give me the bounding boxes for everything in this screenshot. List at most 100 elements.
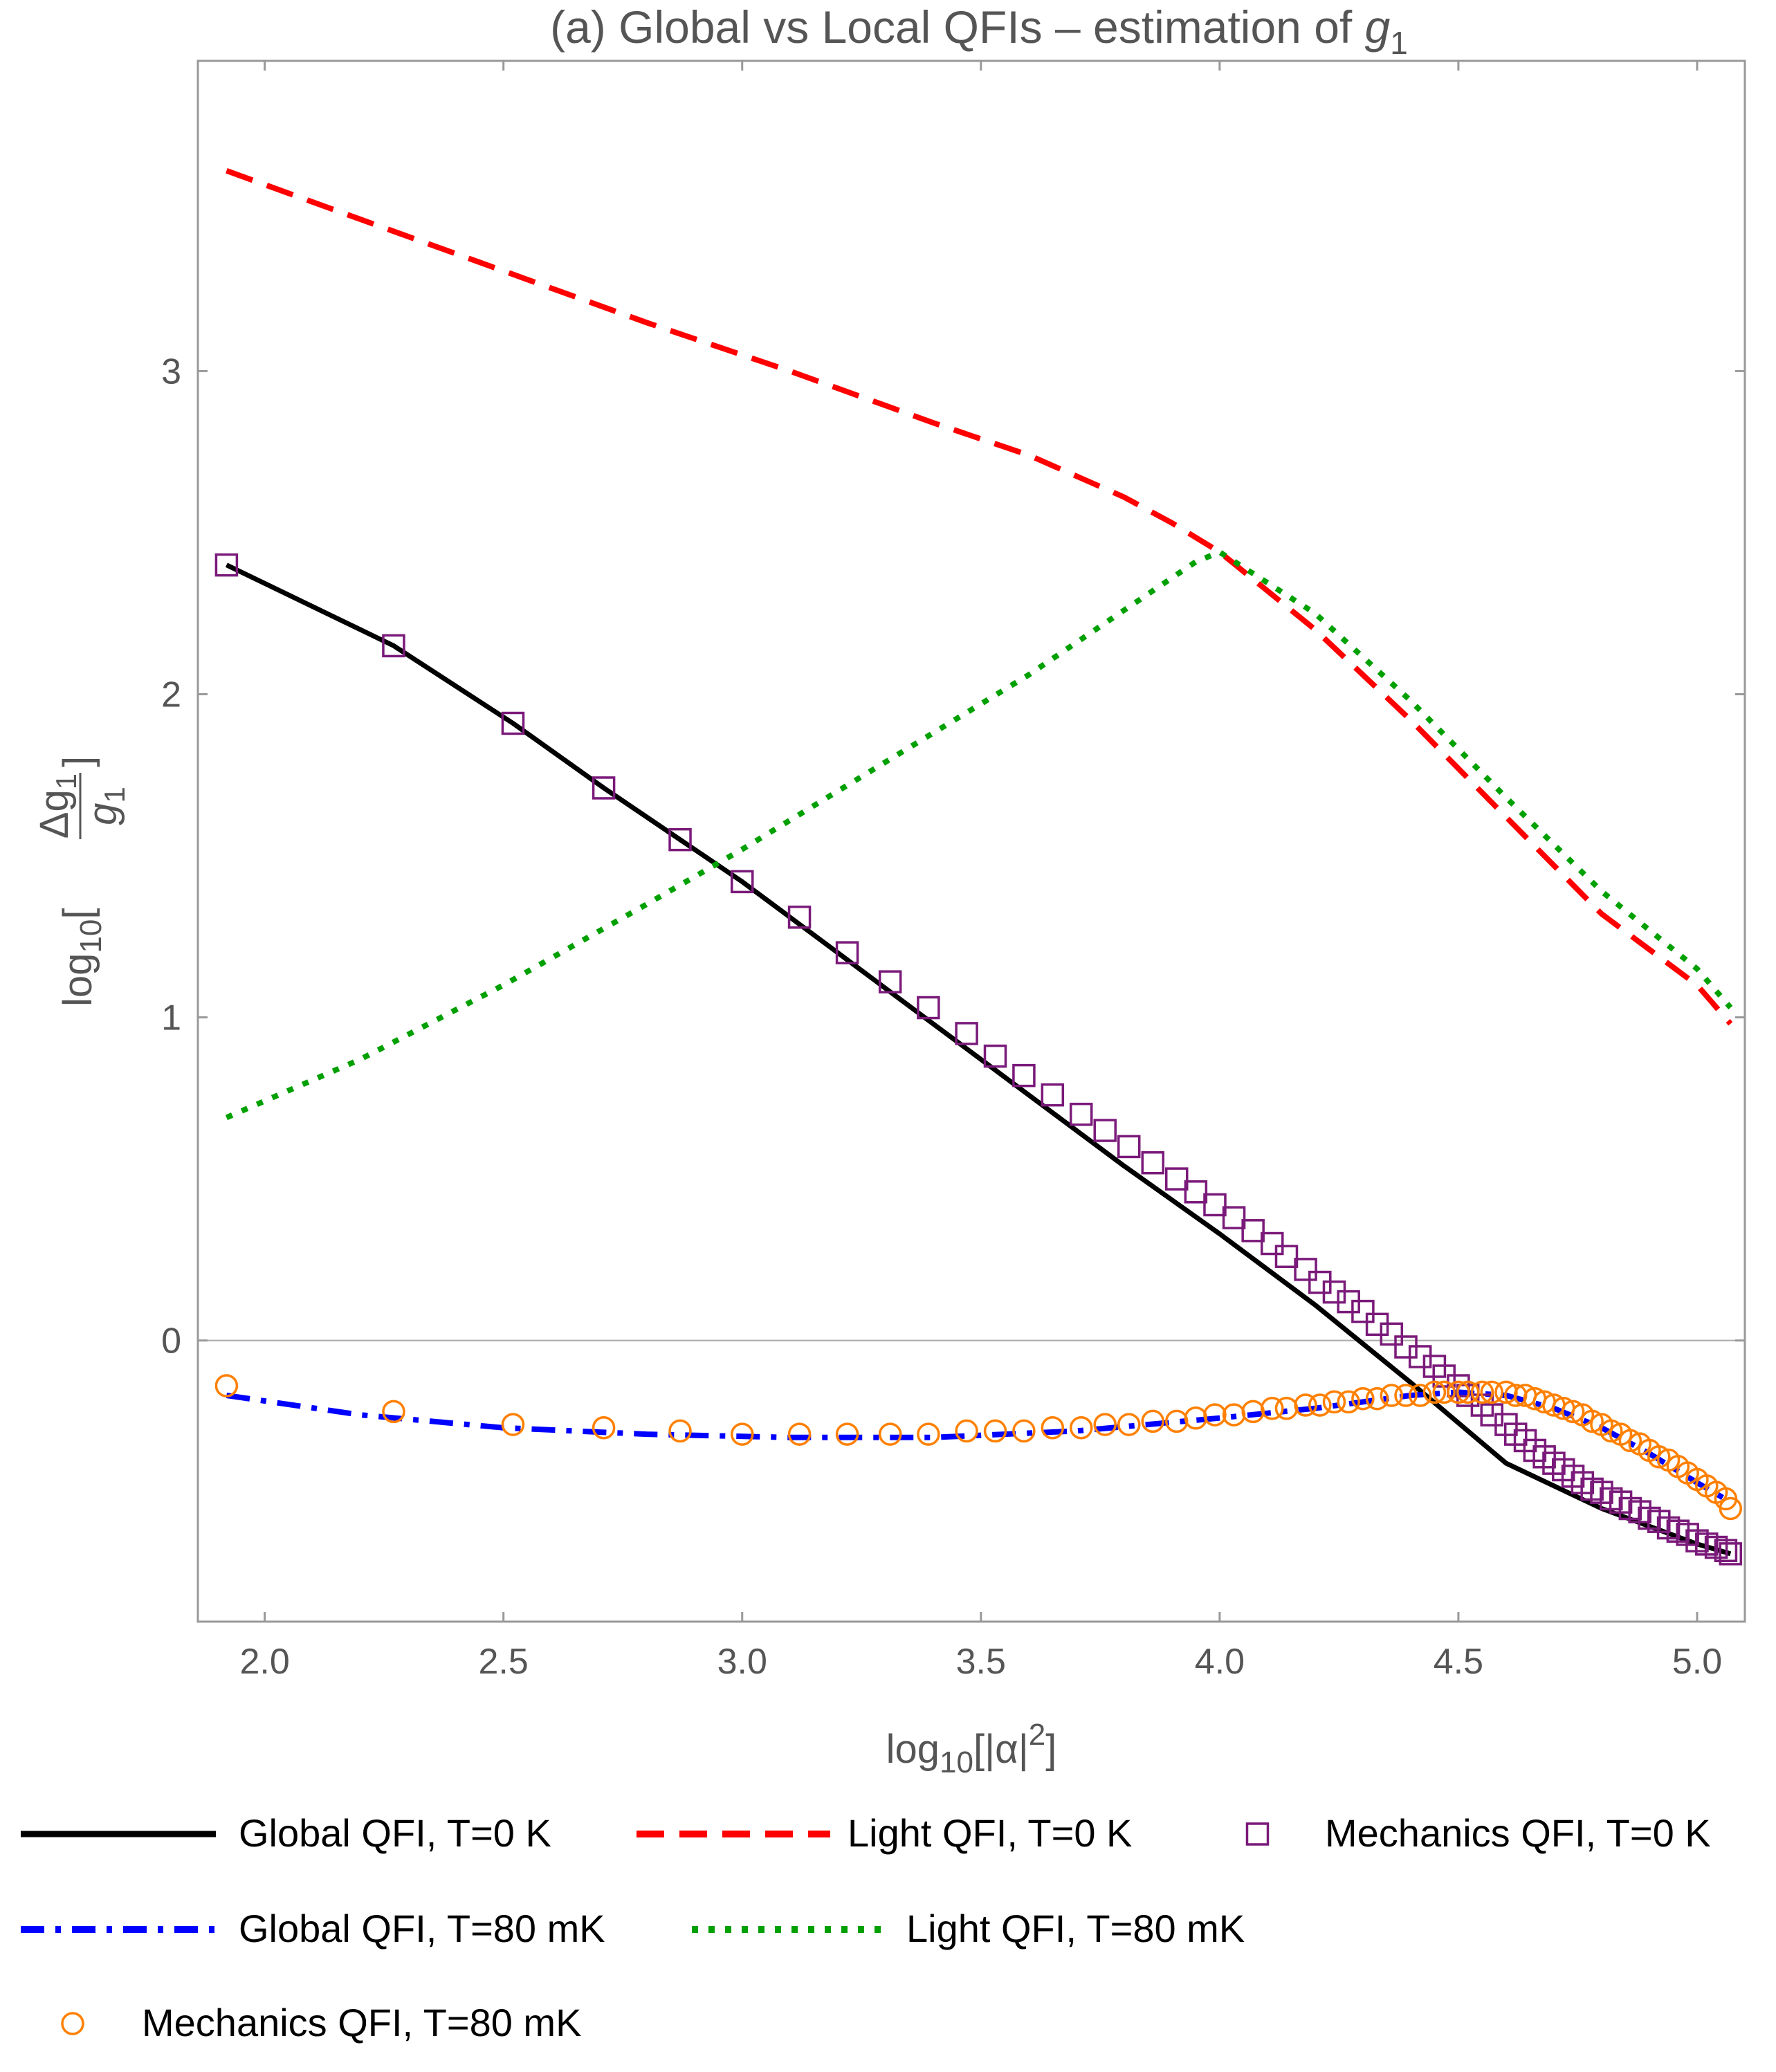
legend-label: Light QFI, T=80 mK [906, 1907, 1245, 1950]
data-point-circle [1470, 1380, 1494, 1404]
data-point-square [1093, 1119, 1117, 1142]
series-line [225, 549, 1733, 1121]
data-point-circle [955, 1419, 978, 1443]
chart-title: (a) Global vs Local QFIs – estimation of… [550, 1, 1408, 61]
legend: Global QFI, T=0 K Light QFI, T=0 K Mechani… [21, 1811, 1711, 2044]
data-point-circle [1432, 1380, 1456, 1404]
data-point-circle [1261, 1396, 1284, 1420]
data-point-square [1141, 1150, 1164, 1175]
data-point-circle [1337, 1390, 1360, 1414]
legend-item-global-qfi-t-80-mk: Global QFI, T=80 mK [21, 1907, 605, 1950]
data-point-circle [1600, 1419, 1623, 1443]
data-point-circle [1117, 1413, 1141, 1436]
data-point-square [983, 1044, 1007, 1068]
data-point-square [835, 941, 859, 964]
data-point-square [668, 827, 692, 852]
data-point-square [1380, 1322, 1404, 1346]
series-line [226, 1389, 1732, 1505]
data-point-square [1714, 1539, 1738, 1562]
legend-circle-marker [61, 2012, 84, 2035]
series-light-qfi-t-0-k [226, 168, 1733, 1026]
data-point-circle [1580, 1409, 1604, 1433]
data-point-square [1274, 1245, 1299, 1268]
data-point-circle [1422, 1380, 1447, 1404]
data-point-circle [1294, 1393, 1317, 1417]
series-global-qfi-t-80-mk [226, 1389, 1732, 1505]
axis-ticks: 2.0 2.5 3.0 3.5 4.0 4.5 5.0 0 1 2 3 [161, 61, 1745, 1682]
series-layer [214, 168, 1743, 1566]
data-point-square [955, 1022, 978, 1045]
legend-label: Global QFI, T=0 K [239, 1811, 551, 1855]
data-point-circle [1069, 1416, 1093, 1440]
data-point-circle [730, 1422, 754, 1446]
series-light-qfi-t-80-mk [225, 549, 1733, 1121]
data-point-circle [592, 1416, 616, 1440]
x-tick-label: 4.0 [1195, 1642, 1245, 1682]
series-mechanics-qfi-t-0-k [214, 553, 1743, 1566]
series-line [225, 562, 1732, 1557]
legend-square-marker [1245, 1822, 1270, 1846]
data-point-square [1117, 1135, 1141, 1159]
data-point-square [501, 711, 525, 735]
data-point-square [1222, 1206, 1246, 1229]
y-tick-label: 0 [161, 1321, 181, 1362]
legend-item-light-qfi-t-0-k: Light QFI, T=0 K [637, 1811, 1132, 1855]
legend-item-global-qfi-t-0-k: Global QFI, T=0 K [21, 1811, 551, 1855]
data-point-square [382, 634, 405, 658]
data-point-circle [835, 1422, 859, 1446]
data-point-circle [878, 1422, 902, 1446]
data-point-circle [668, 1419, 692, 1443]
data-point-circle [382, 1400, 405, 1424]
data-point-square [1041, 1083, 1065, 1107]
legend-item-mechanics-qfi-t-0-k: Mechanics QFI, T=0 K [1245, 1811, 1711, 1855]
data-point-circle [1394, 1384, 1418, 1407]
y-tick-label: 3 [161, 351, 181, 392]
legend-label: Mechanics QFI, T=0 K [1325, 1811, 1711, 1855]
x-tick-label: 3.5 [956, 1642, 1006, 1682]
data-point-square [592, 776, 616, 800]
data-point-circle [1647, 1445, 1671, 1469]
data-point-circle [1203, 1403, 1227, 1427]
x-tick-label: 2.5 [479, 1642, 529, 1682]
data-point-square [1069, 1102, 1093, 1126]
data-point-circle [1618, 1429, 1642, 1453]
data-point-square [1294, 1258, 1317, 1281]
svg-text:g1: g1 [80, 787, 131, 825]
data-point-circle [917, 1422, 940, 1446]
y-tick-label: 1 [161, 998, 181, 1038]
data-point-circle [1012, 1419, 1036, 1443]
svg-text:]: ] [55, 756, 100, 767]
data-point-square [730, 870, 754, 894]
data-point-square [1719, 1542, 1743, 1566]
x-tick-label: 3.0 [717, 1642, 767, 1682]
data-point-circle [1141, 1409, 1164, 1433]
series-global-qfi-t-0-k [225, 562, 1732, 1557]
data-point-square [878, 970, 902, 993]
series-mechanics-qfi-t-80-mk [214, 1374, 1743, 1521]
x-tick-label: 2.0 [239, 1642, 289, 1682]
plot-frame [196, 59, 1746, 1623]
data-point-square [214, 553, 239, 577]
data-point-square [1165, 1167, 1189, 1191]
x-tick-label: 5.0 [1672, 1642, 1722, 1682]
series-line [226, 168, 1733, 1026]
y-tick-label: 2 [161, 675, 181, 715]
data-point-circle [1480, 1380, 1503, 1404]
data-point-circle [1408, 1384, 1432, 1407]
y-axis-label: log10[ Δg1 g1 ] [32, 756, 131, 1007]
data-point-circle [1719, 1496, 1743, 1521]
data-point-circle [214, 1374, 239, 1397]
data-point-square [1351, 1299, 1375, 1323]
data-point-circle [1308, 1393, 1332, 1417]
data-point-square [1203, 1193, 1227, 1217]
data-point-circle [1093, 1413, 1117, 1436]
data-point-square [787, 906, 812, 929]
data-point-square [917, 996, 940, 1020]
svg-text:log10[: log10[ [55, 908, 108, 1007]
legend-label: Mechanics QFI, T=80 mK [142, 2001, 581, 2044]
data-point-circle [1456, 1380, 1480, 1404]
data-point-circle [983, 1419, 1007, 1443]
data-point-circle [1447, 1380, 1470, 1404]
legend-item-light-qfi-t-80-mk: Light QFI, T=80 mK [692, 1907, 1245, 1950]
